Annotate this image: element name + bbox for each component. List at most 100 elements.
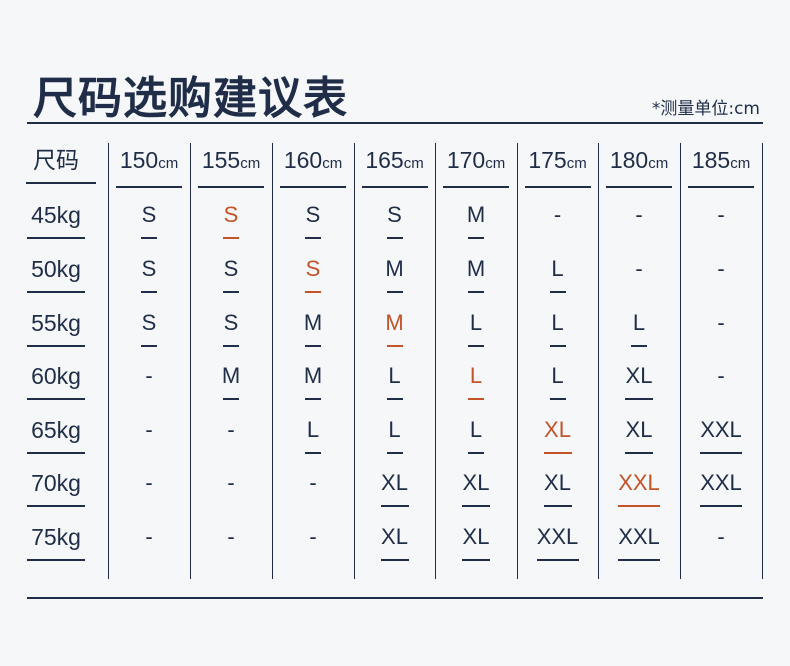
size-value: L	[388, 363, 401, 388]
size-value: XXL	[618, 470, 660, 495]
weight-text: 75kg	[31, 524, 81, 550]
size-value: L	[469, 417, 483, 442]
size-cell: L	[518, 362, 598, 400]
height-header: 150cm	[109, 146, 189, 188]
size-value: XL	[625, 363, 653, 388]
size-value: -	[553, 202, 562, 227]
size-cell: XL	[518, 416, 598, 454]
size-cell: S	[191, 255, 271, 293]
size-value: -	[717, 363, 725, 388]
size-cell: L	[518, 255, 598, 293]
underline	[618, 559, 660, 561]
underline	[223, 237, 239, 239]
size-cell: XXL	[599, 469, 679, 507]
size-cell: XXL	[599, 523, 679, 561]
underline	[386, 237, 403, 239]
size-value: S	[141, 310, 157, 335]
size-value: -	[145, 524, 153, 549]
height-header: 170cm	[436, 146, 516, 188]
page-title: 尺码选购建议表	[33, 73, 348, 124]
column-divider	[272, 143, 274, 579]
underline	[27, 559, 85, 561]
unit-note: *测量单位:cm	[651, 99, 760, 119]
underline	[27, 237, 85, 239]
size-value: XXL	[700, 417, 742, 442]
size-cell: XXL	[681, 416, 761, 454]
size-value: -	[635, 256, 643, 281]
size-cell: L	[355, 362, 435, 400]
underline	[305, 398, 321, 400]
corner-label-text: 尺码	[33, 147, 79, 173]
size-cell: -	[109, 416, 189, 444]
size-cell: -	[599, 255, 679, 283]
size-cell: -	[681, 309, 761, 337]
size-cell: L	[355, 416, 435, 454]
weight-text: 70kg	[31, 470, 81, 496]
height-value: 175	[528, 147, 567, 173]
height-header: 180cm	[599, 146, 679, 188]
column-divider	[598, 143, 600, 579]
weight-label: 65kg	[26, 416, 86, 454]
size-value: L	[469, 310, 483, 335]
size-value: M	[303, 310, 323, 335]
size-value: XL	[381, 524, 408, 549]
underline	[462, 559, 490, 561]
underline	[198, 186, 264, 188]
size-value: S	[141, 256, 157, 281]
size-cell: XL	[436, 523, 516, 561]
underline	[26, 182, 96, 184]
size-cell: S	[191, 201, 271, 239]
height-unit: cm	[730, 155, 751, 172]
size-cell: -	[599, 201, 679, 229]
height-unit: cm	[648, 155, 669, 172]
size-value: -	[717, 202, 725, 227]
height-value: 185	[691, 147, 731, 173]
height-unit: cm	[485, 155, 506, 172]
underline	[468, 237, 484, 239]
size-cell: -	[681, 523, 761, 551]
height-value: 165	[365, 147, 404, 173]
size-value: L	[388, 417, 401, 442]
height-value: 150	[119, 147, 159, 173]
weight-text: 65kg	[31, 417, 81, 443]
size-cell: L	[273, 416, 353, 454]
size-cell: M	[355, 309, 435, 347]
size-value: M	[221, 363, 241, 388]
underline	[223, 398, 239, 400]
size-cell: S	[273, 201, 353, 239]
underline	[468, 345, 484, 347]
underline	[606, 186, 672, 188]
underline	[361, 186, 428, 188]
height-unit: cm	[158, 155, 179, 172]
size-value: -	[309, 524, 317, 549]
size-cell: M	[273, 362, 353, 400]
size-value: XL	[462, 524, 490, 549]
size-cell: -	[109, 362, 189, 390]
weight-label: 75kg	[26, 523, 86, 561]
underline	[618, 505, 660, 507]
weight-label: 45kg	[26, 201, 86, 239]
underline	[141, 237, 157, 239]
size-value: M	[466, 202, 486, 227]
size-value: S	[141, 202, 157, 227]
size-value: -	[717, 310, 725, 335]
underline	[380, 505, 409, 507]
size-cell: -	[681, 201, 761, 229]
weight-label: 50kg	[26, 255, 86, 293]
weight-text: 60kg	[31, 363, 81, 389]
underline	[305, 345, 321, 347]
size-cell: -	[273, 523, 353, 551]
weight-text: 45kg	[31, 202, 81, 228]
size-value: XL	[381, 470, 408, 495]
underline	[468, 398, 484, 400]
size-cell: -	[273, 469, 353, 497]
size-cell: -	[109, 469, 189, 497]
size-cell: S	[191, 309, 271, 347]
underline	[700, 505, 742, 507]
size-value: L	[551, 310, 564, 335]
size-cell: S	[109, 255, 189, 293]
size-value: S	[305, 256, 321, 281]
underline	[386, 345, 403, 347]
underline	[386, 291, 403, 293]
height-value: 160	[283, 147, 323, 173]
